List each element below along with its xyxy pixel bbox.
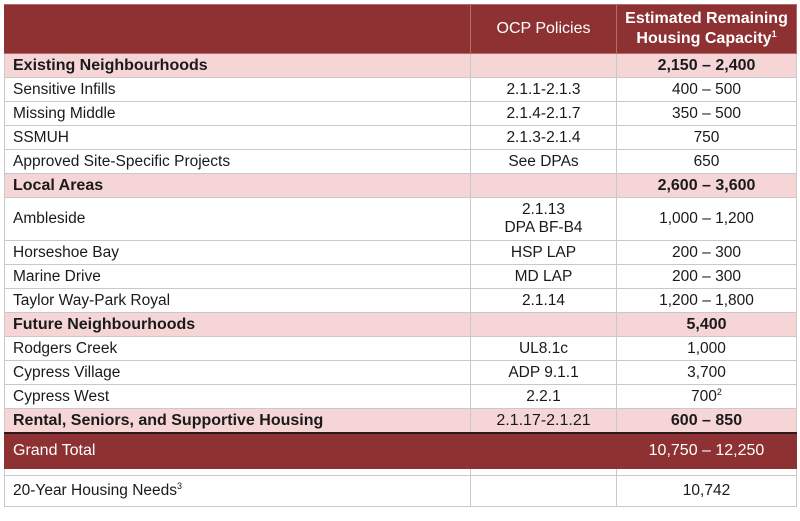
row-policy: 2.1.3-2.1.4 bbox=[470, 125, 617, 150]
row-policy: HSP LAP bbox=[470, 240, 617, 265]
row-policy: MD LAP bbox=[470, 264, 617, 289]
row-policy-line2: DPA BF-B4 bbox=[504, 219, 583, 236]
section-name: Rental, Seniors, and Supportive Housing bbox=[4, 408, 471, 434]
section-name: Existing Neighbourhoods bbox=[4, 53, 471, 78]
row-policy: 2.2.1 bbox=[470, 384, 617, 409]
row-capacity: 400 – 500 bbox=[616, 77, 797, 102]
housing-capacity-table-container: OCP Policies Estimated Remaining Housing… bbox=[4, 4, 797, 507]
row-name: Ambleside bbox=[4, 197, 471, 241]
row-policy: 2.1.14 bbox=[470, 288, 617, 313]
table-row: Cypress West 2.2.1 7002 bbox=[4, 384, 797, 409]
footnote-ref-3: 3 bbox=[177, 481, 183, 491]
row-capacity: 650 bbox=[616, 149, 797, 174]
row-capacity: 3,700 bbox=[616, 360, 797, 385]
section-capacity: 5,400 bbox=[616, 312, 797, 337]
section-row-local-areas: Local Areas 2,600 – 3,600 bbox=[4, 173, 797, 198]
table-row: Horseshoe Bay HSP LAP 200 – 300 bbox=[4, 240, 797, 265]
row-name: Horseshoe Bay bbox=[4, 240, 471, 265]
row-capacity: 350 – 500 bbox=[616, 101, 797, 126]
footnote-ref-2: 2 bbox=[716, 386, 722, 397]
row-policy: 2.1.4-2.1.7 bbox=[470, 101, 617, 126]
row-name: Cypress West bbox=[4, 384, 471, 409]
table-row: Rodgers Creek UL8.1c 1,000 bbox=[4, 336, 797, 361]
table-row: Missing Middle 2.1.4-2.1.7 350 – 500 bbox=[4, 101, 797, 126]
section-name: Local Areas bbox=[4, 173, 471, 198]
row-policy-line1: 2.1.13 bbox=[521, 201, 566, 218]
row-name: SSMUH bbox=[4, 125, 471, 150]
housing-capacity-table: OCP Policies Estimated Remaining Housing… bbox=[4, 4, 797, 507]
header-capacity-line1: Estimated Remaining bbox=[625, 10, 788, 27]
section-policy: 2.1.17-2.1.21 bbox=[470, 408, 617, 434]
row-name: Cypress Village bbox=[4, 360, 471, 385]
housing-needs-label-text: 20-Year Housing Needs bbox=[13, 482, 178, 499]
header-capacity-line2: Housing Capacity bbox=[636, 30, 772, 47]
section-capacity: 600 – 850 bbox=[616, 408, 797, 434]
grand-total-policy bbox=[470, 432, 617, 469]
section-row-rental-seniors-supportive: Rental, Seniors, and Supportive Housing … bbox=[4, 408, 797, 434]
row-capacity: 750 bbox=[616, 125, 797, 150]
spacer-cell bbox=[470, 468, 617, 476]
table-row: Ambleside 2.1.13 DPA BF-B4 1,000 – 1,200 bbox=[4, 197, 797, 241]
row-name: Marine Drive bbox=[4, 264, 471, 289]
row-policy: 2.1.1-2.1.3 bbox=[470, 77, 617, 102]
table-row: Marine Drive MD LAP 200 – 300 bbox=[4, 264, 797, 289]
header-col-ocp-policies: OCP Policies bbox=[470, 4, 617, 54]
row-name: Approved Site-Specific Projects bbox=[4, 149, 471, 174]
header-col-capacity: Estimated Remaining Housing Capacity1 bbox=[616, 4, 797, 54]
row-capacity: 200 – 300 bbox=[616, 264, 797, 289]
section-policy bbox=[470, 312, 617, 337]
section-row-future-neighbourhoods: Future Neighbourhoods 5,400 bbox=[4, 312, 797, 337]
section-policy bbox=[470, 173, 617, 198]
table-row: Sensitive Infills 2.1.1-2.1.3 400 – 500 bbox=[4, 77, 797, 102]
row-policy: 2.1.13 DPA BF-B4 bbox=[470, 197, 617, 241]
header-col-area bbox=[4, 4, 471, 54]
row-capacity: 1,000 bbox=[616, 336, 797, 361]
row-policy: See DPAs bbox=[470, 149, 617, 174]
row-capacity: 1,000 – 1,200 bbox=[616, 197, 797, 241]
row-capacity: 7002 bbox=[616, 384, 797, 409]
row-capacity: 200 – 300 bbox=[616, 240, 797, 265]
header-row: OCP Policies Estimated Remaining Housing… bbox=[4, 4, 797, 54]
row-name: Taylor Way-Park Royal bbox=[4, 288, 471, 313]
row-capacity: 1,200 – 1,800 bbox=[616, 288, 797, 313]
housing-needs-label: 20-Year Housing Needs3 bbox=[4, 475, 471, 507]
row-name: Sensitive Infills bbox=[4, 77, 471, 102]
section-name: Future Neighbourhoods bbox=[4, 312, 471, 337]
housing-needs-row: 20-Year Housing Needs3 10,742 bbox=[4, 475, 797, 507]
row-policy: ADP 9.1.1 bbox=[470, 360, 617, 385]
grand-total-label: Grand Total bbox=[4, 432, 471, 469]
spacer-cell bbox=[616, 468, 797, 476]
table-row: Approved Site-Specific Projects See DPAs… bbox=[4, 149, 797, 174]
housing-needs-value: 10,742 bbox=[616, 475, 797, 507]
spacer-cell bbox=[4, 468, 471, 476]
grand-total-capacity: 10,750 – 12,250 bbox=[616, 432, 797, 469]
table-row: Taylor Way-Park Royal 2.1.14 1,200 – 1,8… bbox=[4, 288, 797, 313]
grand-total-row: Grand Total 10,750 – 12,250 bbox=[4, 432, 797, 469]
row-policy: UL8.1c bbox=[470, 336, 617, 361]
section-capacity: 2,150 – 2,400 bbox=[616, 53, 797, 78]
spacer-row bbox=[4, 468, 797, 476]
section-capacity: 2,600 – 3,600 bbox=[616, 173, 797, 198]
row-name: Rodgers Creek bbox=[4, 336, 471, 361]
row-capacity-value: 700 bbox=[691, 387, 717, 405]
section-row-existing-neighbourhoods: Existing Neighbourhoods 2,150 – 2,400 bbox=[4, 53, 797, 78]
row-name: Missing Middle bbox=[4, 101, 471, 126]
footnote-ref-1: 1 bbox=[771, 29, 777, 39]
table-row: SSMUH 2.1.3-2.1.4 750 bbox=[4, 125, 797, 150]
section-policy bbox=[470, 53, 617, 78]
table-row: Cypress Village ADP 9.1.1 3,700 bbox=[4, 360, 797, 385]
housing-needs-policy bbox=[470, 475, 617, 507]
